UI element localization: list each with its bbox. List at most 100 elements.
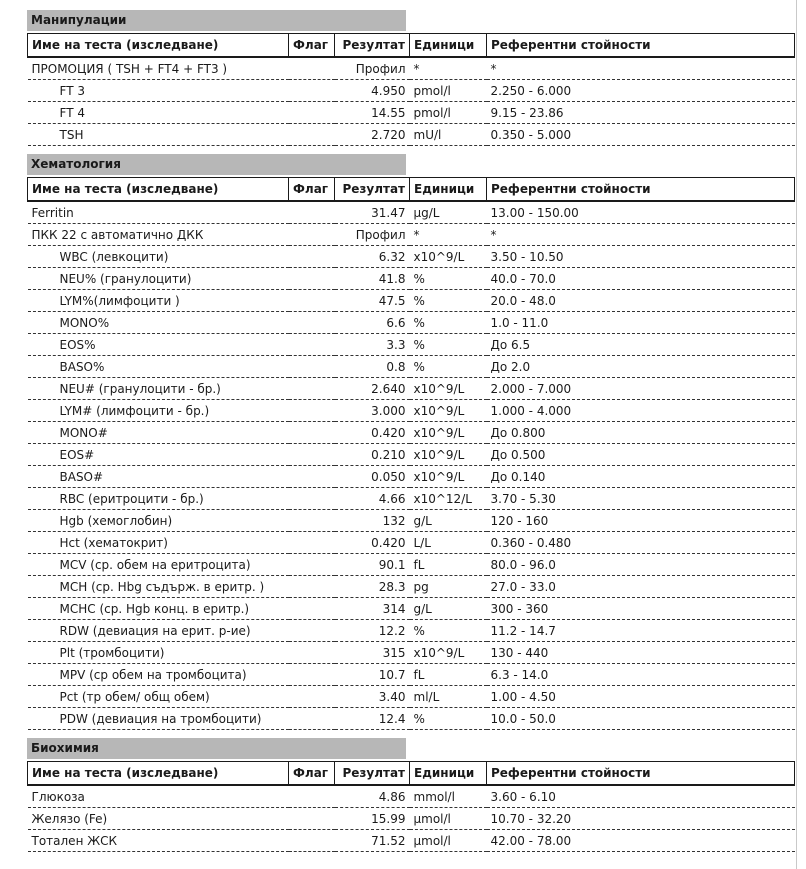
result-value: 4.86 (334, 785, 410, 808)
result-value: 4.66 (334, 487, 410, 510)
units-value: % (409, 619, 487, 642)
reference-range: 1.0 - 11.0 (486, 311, 795, 334)
reference-range: 3.60 - 6.10 (486, 785, 795, 808)
units-value: g/L (409, 509, 487, 532)
test-name: ПРОМОЦИЯ ( TSH + FT4 + FT3 ) (27, 57, 289, 80)
result-row: Pct (тр обем/ общ обем) 3.40 ml/L 1.00 - 4.… (27, 685, 795, 708)
result-value: 3.3 (334, 333, 410, 356)
test-name: Pct (тр обем/ общ обем) (27, 685, 289, 708)
test-name: Желязо (Fe) (27, 807, 289, 830)
results-body: Ferritin 31.47 µg/L 13.00 - 150.00 ПКК 22 с … (27, 201, 795, 730)
result-row: MONO# 0.420 x10^9/L До 0.800 (27, 421, 795, 444)
test-name: BASO# (27, 465, 289, 488)
reference-range: 42.00 - 78.00 (486, 829, 795, 852)
result-value: 0.420 (334, 421, 410, 444)
result-row: RBC (еритроцити - бр.) 4.66 x10^12/L 3.70 -… (27, 487, 795, 510)
reference-range: 11.2 - 14.7 (486, 619, 795, 642)
test-name: FT 4 (27, 101, 289, 124)
result-row: Plt (тромбоцити) 315 x10^9/L 130 - 440 (27, 641, 795, 664)
units-value: ml/L (409, 685, 487, 708)
units-value: fL (409, 663, 487, 686)
flag-value (288, 641, 335, 664)
result-value: 12.2 (334, 619, 410, 642)
units-value: x10^9/L (409, 443, 487, 466)
result-value: 0.210 (334, 443, 410, 466)
units-value: fL (409, 553, 487, 576)
sections-container: Манипулации Име на теста (изследване) Фл… (27, 10, 795, 852)
test-name: ПКК 22 с автоматично ДКК (27, 223, 289, 246)
column-header-result: Резултат (334, 177, 410, 202)
result-value: 15.99 (334, 807, 410, 830)
reference-range: 3.70 - 5.30 (486, 487, 795, 510)
result-row: MCV (ср. обем на еритроцита) 90.1 fL 80.0 -… (27, 553, 795, 576)
column-header-test-name: Име на теста (изследване) (27, 761, 289, 786)
report-section: Биохимия Име на теста (изследване) Флаг … (27, 738, 795, 852)
flag-value (288, 707, 335, 730)
units-value: x10^9/L (409, 465, 487, 488)
column-header-reference: Референтни стойности (486, 761, 795, 786)
test-name: LYM%(лимфоцити ) (27, 289, 289, 312)
results-body: Глюкоза 4.86 mmol/l 3.60 - 6.10 Желязо (Fe) 1… (27, 785, 795, 852)
reference-range: До 2.0 (486, 355, 795, 378)
section-title: Хематология (27, 154, 406, 175)
flag-value (288, 553, 335, 576)
flag-value (288, 443, 335, 466)
test-name: TSH (27, 123, 289, 146)
result-row: FT 3 4.950 pmol/l 2.250 - 6.000 (27, 79, 795, 102)
result-value: 0.050 (334, 465, 410, 488)
results-body: ПРОМОЦИЯ ( TSH + FT4 + FT3 ) Профил * * FT 3… (27, 57, 795, 146)
flag-value (288, 785, 335, 808)
reference-range: До 0.800 (486, 421, 795, 444)
flag-value (288, 531, 335, 554)
result-row: Ferritin 31.47 µg/L 13.00 - 150.00 (27, 201, 795, 224)
result-value: 47.5 (334, 289, 410, 312)
result-value: 0.420 (334, 531, 410, 554)
result-value: 132 (334, 509, 410, 532)
flag-value (288, 399, 335, 422)
reference-range: 2.250 - 6.000 (486, 79, 795, 102)
test-name: NEU% (гранулоцити) (27, 267, 289, 290)
column-header-flag: Флаг (288, 33, 335, 58)
flag-value (288, 101, 335, 124)
units-value: % (409, 289, 487, 312)
result-row: EOS# 0.210 x10^9/L До 0.500 (27, 443, 795, 466)
result-row: LYM# (лимфоцити - бр.) 3.000 x10^9/L 1.000 … (27, 399, 795, 422)
test-name: Hgb (хемоглобин) (27, 509, 289, 532)
flag-value (288, 223, 335, 246)
result-row: Hgb (хемоглобин) 132 g/L 120 - 160 (27, 509, 795, 532)
section-title: Манипулации (27, 10, 406, 31)
result-value: 3.40 (334, 685, 410, 708)
result-value: 2.640 (334, 377, 410, 400)
test-name: PDW (девиация на тромбоцити) (27, 707, 289, 730)
column-header-test-name: Име на теста (изследване) (27, 33, 289, 58)
test-name: Hct (хематокрит) (27, 531, 289, 554)
reference-range: 0.350 - 5.000 (486, 123, 795, 146)
column-header-test-name: Име на теста (изследване) (27, 177, 289, 202)
result-value: 14.55 (334, 101, 410, 124)
flag-value (288, 355, 335, 378)
column-header-result: Резултат (334, 761, 410, 786)
result-value: 10.7 (334, 663, 410, 686)
result-value: 12.4 (334, 707, 410, 730)
reference-range: 1.00 - 4.50 (486, 685, 795, 708)
result-row: TSH 2.720 mU/l 0.350 - 5.000 (27, 123, 795, 146)
column-header-units: Единици (409, 33, 487, 58)
units-value: pmol/l (409, 101, 487, 124)
result-value: 41.8 (334, 267, 410, 290)
results-table: Име на теста (изследване) Флаг Резултат … (27, 761, 795, 852)
test-name: BASO% (27, 355, 289, 378)
units-value: pg (409, 575, 487, 598)
flag-value (288, 619, 335, 642)
reference-range: 2.000 - 7.000 (486, 377, 795, 400)
flag-value (288, 465, 335, 488)
test-name: MPV (ср обем на тромбоцита) (27, 663, 289, 686)
test-name: NEU# (гранулоцити - бр.) (27, 377, 289, 400)
units-value: * (409, 223, 487, 246)
reference-range: 10.70 - 32.20 (486, 807, 795, 830)
reference-range: 130 - 440 (486, 641, 795, 664)
flag-value (288, 575, 335, 598)
result-row: RDW (девиация на ерит. р-ие) 12.2% 11.2 - … (27, 619, 795, 642)
flag-value (288, 597, 335, 620)
result-row: ПРОМОЦИЯ ( TSH + FT4 + FT3 ) Профил * * (27, 57, 795, 80)
table-header-row: Име на теста (изследване) Флаг Резултат … (27, 761, 795, 786)
